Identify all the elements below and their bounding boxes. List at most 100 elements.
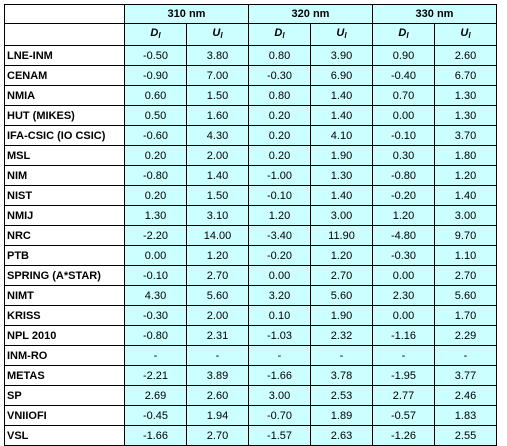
deviation-cell: 0.80 <box>248 45 311 66</box>
uncertainty-cell: 3.00 <box>434 205 497 226</box>
uncertainty-cell: - <box>186 345 249 366</box>
uncertainty-cell: 1.83 <box>434 405 497 426</box>
deviation-cell: -0.10 <box>248 185 311 206</box>
uncertainty-cell: 1.20 <box>434 165 497 186</box>
deviation-cell: 4.30 <box>124 285 187 306</box>
symbol-subscript: l <box>158 31 161 40</box>
uncertainty-cell: 1.70 <box>434 305 497 326</box>
deviation-cell: -0.57 <box>372 405 435 426</box>
deviation-cell: 0.00 <box>248 265 311 286</box>
deviation-cell: -1.16 <box>372 325 435 346</box>
deviation-cell: -0.50 <box>124 45 187 66</box>
uncertainty-cell: 2.70 <box>310 265 373 286</box>
lab-name-cell: NIST <box>4 185 125 206</box>
deviation-cell: - <box>248 345 311 366</box>
uncertainty-cell: 1.20 <box>186 245 249 266</box>
uncertainty-cell: 3.77 <box>434 365 497 386</box>
table-row: SPRING (A*STAR) -0.10 2.70 0.00 2.70 0.00 2.70 <box>4 265 497 286</box>
uncertainty-cell: 3.70 <box>434 125 497 146</box>
deviation-cell: -1.66 <box>124 425 187 446</box>
deviation-cell: 0.70 <box>372 85 435 106</box>
wavelength-header: 320 nm <box>248 4 373 24</box>
uncertainty-cell: 1.80 <box>434 145 497 166</box>
table-row: NPL 2010 -0.80 2.31 -1.03 2.32 -1.16 2.29 <box>4 325 497 346</box>
deviation-cell: -2.21 <box>124 365 187 386</box>
lab-name-cell: NMIA <box>4 85 125 106</box>
uncertainty-cell: 1.40 <box>186 165 249 186</box>
uncertainty-cell: 3.90 <box>310 45 373 66</box>
deviation-cell: 0.00 <box>372 305 435 326</box>
uncertainty-cell: 3.80 <box>186 45 249 66</box>
deviation-cell: -0.30 <box>372 245 435 266</box>
uncertainty-cell: 2.60 <box>434 45 497 66</box>
lab-name-cell: NPL 2010 <box>4 325 125 346</box>
lab-name-cell: NIM <box>4 165 125 186</box>
deviation-cell: 0.20 <box>124 185 187 206</box>
deviation-cell: -0.10 <box>124 265 187 286</box>
symbol-base: D <box>150 27 159 39</box>
deviation-cell: -1.57 <box>248 425 311 446</box>
deviation-cell: -0.70 <box>248 405 311 426</box>
uncertainty-cell: 1.20 <box>310 245 373 266</box>
uncertainty-cell: 1.90 <box>310 305 373 326</box>
uncertainty-cell: 5.60 <box>310 285 373 306</box>
deviation-cell: -3.40 <box>248 225 311 246</box>
uncertainty-cell: 1.90 <box>310 145 373 166</box>
lab-name-cell: PTB <box>4 245 125 266</box>
wavelength-header: 310 nm <box>124 4 249 24</box>
lab-name-cell: NIMT <box>4 285 125 306</box>
deviation-cell: 1.20 <box>248 205 311 226</box>
deviation-cell: 1.30 <box>124 205 187 226</box>
deviation-cell: -0.45 <box>124 405 187 426</box>
uncertainty-cell: 6.90 <box>310 65 373 86</box>
uncertainty-cell: 1.89 <box>310 405 373 426</box>
wavelength-header: 330 nm <box>372 4 497 24</box>
deviation-cell: 2.77 <box>372 385 435 406</box>
deviation-cell: -0.20 <box>372 185 435 206</box>
symbol-header-row: Dl Ul Dl Ul Dl Ul <box>4 23 497 46</box>
table-row: MSL 0.20 2.00 0.20 1.90 0.30 1.80 <box>4 145 497 166</box>
deviation-cell: 1.20 <box>372 205 435 226</box>
uncertainty-cell: 2.70 <box>186 265 249 286</box>
lab-name-cell: HUT (MIKES) <box>4 105 125 126</box>
symbol-subscript: l <box>220 31 223 40</box>
lab-name-cell: CENAM <box>4 65 125 86</box>
table-row: PTB 0.00 1.20 -0.20 1.20 -0.30 1.10 <box>4 245 497 266</box>
deviation-cell: -0.30 <box>124 305 187 326</box>
table-row: VNIIOFI -0.45 1.94 -0.70 1.89 -0.57 1.83 <box>4 405 497 426</box>
deviation-cell: -1.95 <box>372 365 435 386</box>
uncertainty-cell: 1.60 <box>186 105 249 126</box>
lab-name-cell: MSL <box>4 145 125 166</box>
uncertainty-cell: 5.60 <box>434 285 497 306</box>
table-row: NRC -2.20 14.00 -3.40 11.90 -4.80 9.70 <box>4 225 497 246</box>
uncertainty-cell: 2.70 <box>186 425 249 446</box>
table-row: IFA-CSIC (IO CSIC) -0.60 4.30 0.20 4.10 -0.10… <box>4 125 497 146</box>
uncertainty-cell: - <box>310 345 373 366</box>
table-row: NMIJ 1.30 3.10 1.20 3.00 1.20 3.00 <box>4 205 497 226</box>
symbol-base: D <box>274 27 283 39</box>
symbol-subscript: l <box>282 31 285 40</box>
uncertainty-cell: 3.10 <box>186 205 249 226</box>
deviation-cell: 0.80 <box>248 85 311 106</box>
deviation-cell: 0.20 <box>248 125 311 146</box>
symbol-subscript: l <box>406 31 409 40</box>
uncertainty-cell: 2.31 <box>186 325 249 346</box>
deviation-cell: -2.20 <box>124 225 187 246</box>
deviation-cell: 0.20 <box>248 105 311 126</box>
uncertainty-cell: 2.00 <box>186 305 249 326</box>
table-row: NIST 0.20 1.50 -0.10 1.40 -0.20 1.40 <box>4 185 497 206</box>
deviation-cell: -1.03 <box>248 325 311 346</box>
uncertainty-cell: 7.00 <box>186 65 249 86</box>
deviation-cell: -0.40 <box>372 65 435 86</box>
uncertainty-cell: 2.63 <box>310 425 373 446</box>
uncertainty-cell: 1.30 <box>434 85 497 106</box>
table-row: NIM -0.80 1.40 -1.00 1.30 -0.80 1.20 <box>4 165 497 186</box>
deviation-cell: -1.26 <box>372 425 435 446</box>
deviation-cell: 2.69 <box>124 385 187 406</box>
deviation-cell: -0.30 <box>248 65 311 86</box>
deviation-cell: 3.20 <box>248 285 311 306</box>
deviation-cell: 0.00 <box>372 105 435 126</box>
lab-name-cell: SPRING (A*STAR) <box>4 265 125 286</box>
uncertainty-cell: 1.94 <box>186 405 249 426</box>
deviation-cell: - <box>372 345 435 366</box>
